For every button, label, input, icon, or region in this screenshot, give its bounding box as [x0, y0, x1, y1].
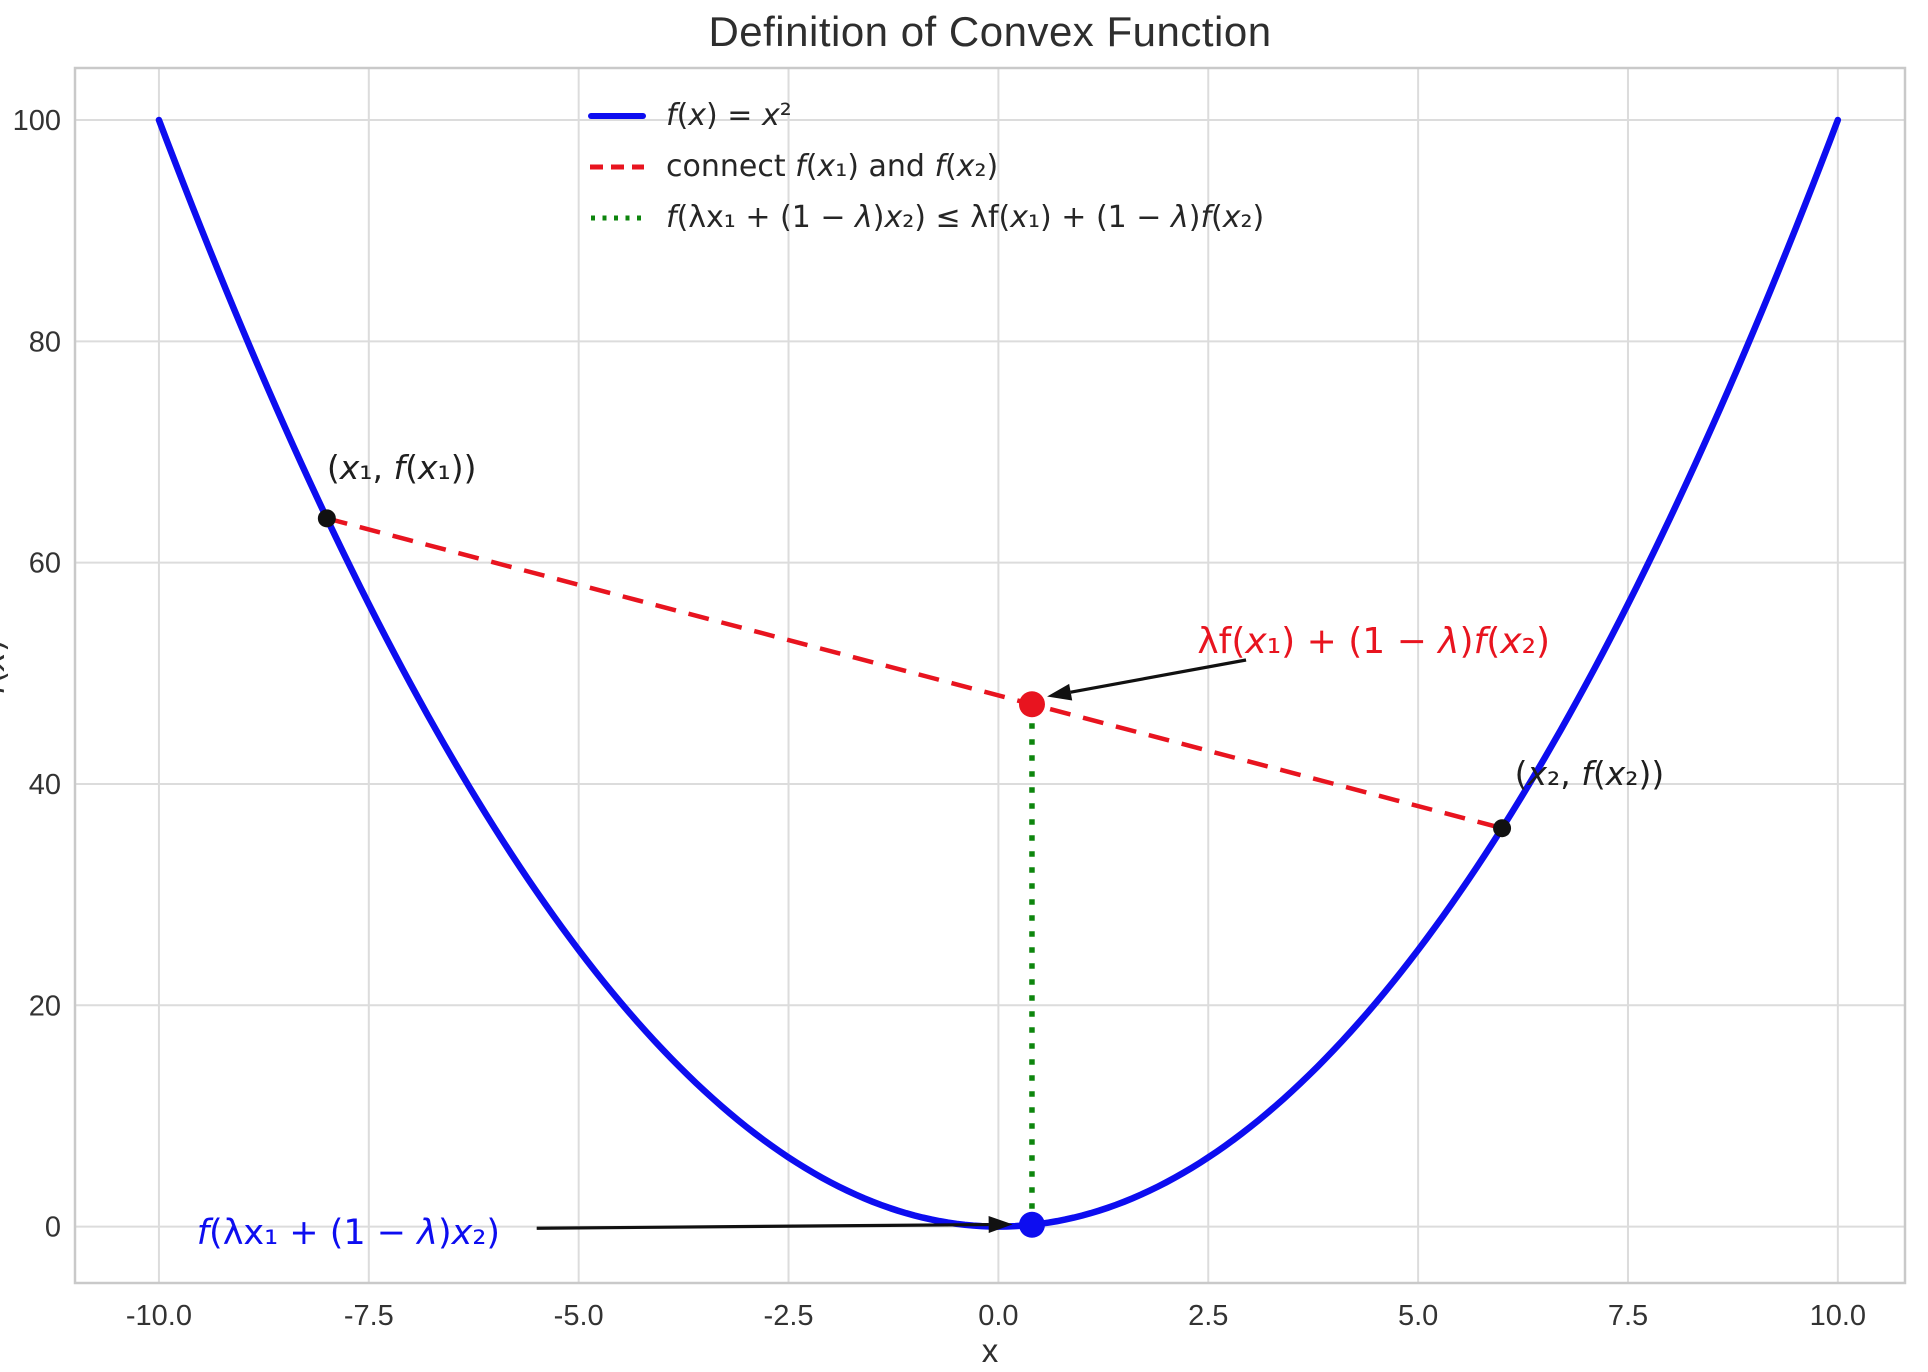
arrow-to-function-point-head	[988, 1216, 1013, 1234]
annotation-function-value: f(λx₁ + (1 − λ)x₂)	[196, 1213, 501, 1254]
chord-line	[326, 516, 1503, 831]
legend-swatch-dotted-line	[591, 215, 644, 220]
legend-label-curve: f(x) = x²	[666, 98, 792, 133]
x-tick-label: 0.0	[978, 1300, 1018, 1332]
x-tick-label: -10.0	[126, 1300, 192, 1332]
legend-item-curve: f(x) = x²	[588, 90, 1264, 141]
point-x1	[317, 509, 336, 528]
plot-border	[73, 66, 1907, 1285]
y-tick-label: 0	[45, 1212, 61, 1244]
legend-label-inequality: f(λx₁ + (1 − λ)x₂) ≤ λf(x₁) + (1 − λ)f(x…	[666, 200, 1265, 235]
x-tick-label: -7.5	[344, 1300, 394, 1332]
y-tick-label: 80	[29, 326, 61, 358]
y-tick-label: 60	[29, 548, 61, 580]
legend-swatch-solid-line	[588, 112, 646, 119]
point-function-value	[1018, 1211, 1045, 1238]
point-chord-combination	[1018, 691, 1045, 718]
x-tick-label: 7.5	[1608, 1300, 1648, 1332]
y-tick-label: 100	[13, 105, 61, 137]
legend-item-inequality: f(λx₁ + (1 − λ)x₂) ≤ λf(x₁) + (1 − λ)f(x…	[588, 192, 1264, 243]
arrow-to-function-point	[536, 1222, 989, 1230]
point-x2	[1493, 819, 1512, 838]
legend: f(x) = x² connect f(x₁) and f(x₂) f(λx₁ …	[588, 90, 1264, 243]
x-tick-label: -5.0	[554, 1300, 604, 1332]
chart-title: Definition of Convex Function	[708, 8, 1272, 55]
x-axis-label: x	[981, 1332, 999, 1369]
x-tick-label: -2.5	[764, 1300, 814, 1332]
y-axis-label: f(x)	[0, 622, 12, 712]
y-tick-label: 20	[29, 990, 61, 1022]
annotation-chord-value: λf(x₁) + (1 − λ)f(x₂)	[1197, 620, 1551, 662]
y-tick-label: 40	[29, 769, 61, 801]
arrow-to-chord-point	[1070, 658, 1247, 694]
x-tick-label: 2.5	[1188, 1300, 1228, 1332]
arrow-to-chord-point-head	[1047, 683, 1073, 701]
legend-item-chord: connect f(x₁) and f(x₂)	[588, 141, 1264, 192]
x-tick-label: 10.0	[1810, 1300, 1866, 1332]
legend-swatch-dashed-line	[590, 164, 644, 169]
annotation-x1: (x₁, f(x₁))	[326, 448, 477, 488]
legend-label-chord: connect f(x₁) and f(x₂)	[666, 149, 999, 184]
x-tick-label: 5.0	[1398, 1300, 1438, 1332]
annotation-x2: (x₂, f(x₂))	[1514, 753, 1665, 793]
